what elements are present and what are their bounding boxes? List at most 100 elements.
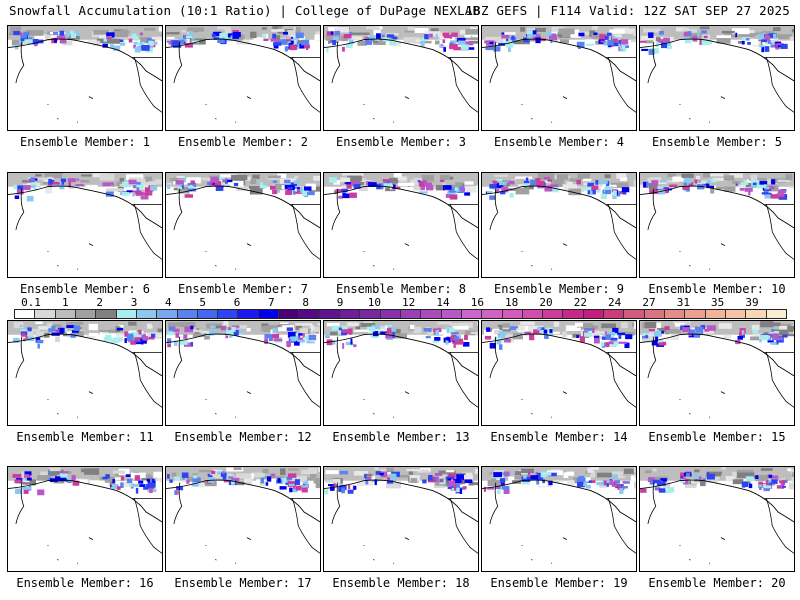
colorbar-cell (177, 310, 198, 318)
colorbar-cell (319, 310, 340, 318)
ensemble-member-map (7, 320, 163, 426)
colorbar-tick-label: 5 (199, 296, 206, 309)
colorbar-tick-label: 12 (402, 296, 416, 309)
ensemble-member-map (7, 466, 163, 572)
colorbar-cell (197, 310, 219, 318)
colorbar-cell (258, 310, 280, 318)
ensemble-member-map (323, 466, 479, 572)
ensemble-member-label: Ensemble Member: 15 (648, 430, 786, 444)
colorbar-cell (380, 310, 401, 318)
colorbar-tick-label: 24 (608, 296, 622, 309)
colorbar-cell (400, 310, 422, 318)
colorbar-tick-label: 0.1 (21, 296, 41, 309)
ensemble-member-map (165, 25, 321, 131)
colorbar-tick-label: 39 (745, 296, 759, 309)
colorbar-tick-label: 31 (676, 296, 690, 309)
ensemble-member-label: Ensemble Member: 7 (177, 282, 309, 296)
colorbar-cell (604, 310, 625, 318)
ensemble-member-label: Ensemble Member: 6 (19, 282, 151, 296)
colorbar-cell (136, 310, 158, 318)
ensemble-member-label: Ensemble Member: 10 (648, 282, 786, 296)
colorbar-cell (340, 310, 361, 318)
colorbar-cell (685, 310, 706, 318)
ensemble-member-label: Ensemble Member: 2 (177, 135, 309, 149)
ensemble-member-map (481, 25, 637, 131)
colorbar-cell (624, 310, 645, 318)
colorbar-tick-label: 1 (62, 296, 69, 309)
ensemble-member-map (323, 320, 479, 426)
colorbar-cell (563, 310, 584, 318)
colorbar-cell (157, 310, 178, 318)
ensemble-member-map (165, 172, 321, 278)
colorbar-cell (96, 310, 117, 318)
colorbar-tick-label: 20 (539, 296, 553, 309)
colorbar-cell (665, 310, 686, 318)
ensemble-member-map (323, 25, 479, 131)
ensemble-member-map (481, 172, 637, 278)
colorbar-cell (238, 310, 259, 318)
colorbar-cell (441, 310, 462, 318)
colorbar-tick-label: 8 (302, 296, 309, 309)
colorbar-tick-label: 7 (268, 296, 275, 309)
colorbar-tick-label: 2 (96, 296, 103, 309)
ensemble-member-map (639, 466, 795, 572)
ensemble-member-label: Ensemble Member: 12 (174, 430, 312, 444)
colorbar-cell (766, 310, 786, 318)
ensemble-member-label: Ensemble Member: 5 (651, 135, 783, 149)
ensemble-member-map (7, 172, 163, 278)
colorbar-cell (502, 310, 523, 318)
ensemble-member-label: Ensemble Member: 9 (493, 282, 625, 296)
ensemble-member-map (639, 25, 795, 131)
colorbar-cell (725, 310, 747, 318)
ensemble-member-label: Ensemble Member: 18 (332, 576, 470, 590)
ensemble-member-label: Ensemble Member: 14 (490, 430, 628, 444)
model-run-valid-time: 18Z GEFS | F114 Valid: 12Z SAT SEP 27 20… (465, 3, 790, 18)
ensemble-member-label: Ensemble Member: 13 (332, 430, 470, 444)
ensemble-member-label: Ensemble Member: 16 (16, 576, 154, 590)
colorbar-cell (116, 310, 137, 318)
map-title: Snowfall Accumulation (10:1 Ratio) | Col… (9, 3, 481, 18)
snowfall-colorbar (14, 309, 787, 319)
ensemble-member-label: Ensemble Member: 17 (174, 576, 312, 590)
colorbar-tick-label: 22 (573, 296, 587, 309)
ensemble-member-label: Ensemble Member: 3 (335, 135, 467, 149)
colorbar-cell (461, 310, 483, 318)
colorbar-cell (35, 310, 56, 318)
ensemble-member-map (323, 172, 479, 278)
ensemble-member-map (165, 320, 321, 426)
ensemble-member-map (639, 172, 795, 278)
ensemble-member-map (481, 466, 637, 572)
colorbar-tick-label: 18 (505, 296, 519, 309)
ensemble-member-label: Ensemble Member: 11 (16, 430, 154, 444)
colorbar-cell (360, 310, 381, 318)
colorbar-labels: 0.1 1 2 3 4 5 6 7 8 9 10 12 14 16 18 20 22 24 27 31 35 39 (0, 296, 800, 309)
colorbar-cell (482, 310, 503, 318)
colorbar-cell (218, 310, 239, 318)
colorbar-cell (522, 310, 544, 318)
ensemble-member-map (7, 25, 163, 131)
colorbar-cell (746, 310, 767, 318)
colorbar-cell (543, 310, 564, 318)
colorbar-tick-label: 3 (130, 296, 138, 309)
colorbar-cell (705, 310, 726, 318)
colorbar-cell (644, 310, 665, 318)
ensemble-member-map (481, 320, 637, 426)
colorbar-tick-label: 10 (367, 296, 381, 309)
colorbar-tick-label: 9 (336, 296, 344, 309)
colorbar-tick-label: 16 (470, 296, 484, 309)
ensemble-member-label: Ensemble Member: 19 (490, 576, 628, 590)
ensemble-member-label: Ensemble Member: 8 (335, 282, 467, 296)
colorbar-cell (15, 310, 36, 318)
colorbar-tick-label: 6 (233, 296, 241, 309)
colorbar-tick-label: 27 (642, 296, 656, 309)
colorbar-tick-label: 14 (436, 296, 450, 309)
ensemble-member-label: Ensemble Member: 4 (493, 135, 625, 149)
ensemble-member-map (165, 466, 321, 572)
colorbar-tick-label: 4 (165, 296, 172, 309)
colorbar-cell (279, 310, 300, 318)
colorbar-cell (75, 310, 97, 318)
colorbar-cell (421, 310, 442, 318)
colorbar-cell (55, 310, 76, 318)
ensemble-member-label: Ensemble Member: 1 (19, 135, 151, 149)
ensemble-member-label: Ensemble Member: 20 (648, 576, 786, 590)
